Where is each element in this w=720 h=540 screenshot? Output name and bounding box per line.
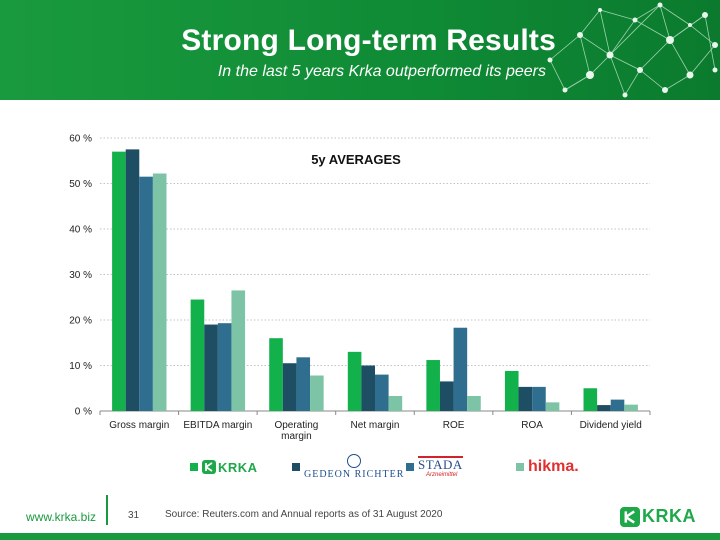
bar-2-1: [282, 363, 297, 411]
bottom-bar: [0, 533, 720, 540]
footer-divider: [106, 495, 108, 525]
slide-subtitle: In the last 5 years Krka outperformed it…: [217, 63, 546, 80]
bar-3-2: [375, 374, 389, 411]
y-tick-label: 30 %: [69, 270, 92, 281]
bar-6-1: [597, 405, 611, 411]
x-tick-label: Operating: [274, 420, 318, 431]
bar-1-2: [217, 323, 232, 411]
krka-logo: KRKA: [202, 460, 258, 475]
x-tick-label: margin: [281, 431, 312, 442]
bar-6-2: [610, 399, 625, 411]
y-tick-label: 60 %: [69, 134, 92, 145]
richter-seal-icon: [347, 454, 362, 468]
legend-swatch: [292, 463, 300, 471]
y-tick-label: 20 %: [69, 316, 92, 327]
x-tick-label: ROA: [521, 420, 543, 431]
x-tick-label: Net margin: [351, 420, 400, 431]
legend-swatch: [516, 463, 524, 471]
legend-item-stada: STADA Arzneimittel: [406, 455, 463, 479]
network-decoration: [547, 2, 718, 98]
legend-item-hikma: hikma.: [516, 455, 579, 479]
bar-1-1: [204, 324, 218, 411]
bar-3-3: [388, 395, 403, 411]
bar-1-0: [190, 299, 205, 411]
bar-chart: 0 % 10 % 20 % 30 % 40 % 50 % 60 % 5y AVERAGES Gr…: [69, 134, 651, 442]
krka-mark-icon: [620, 506, 640, 527]
legend-sublabel: Arzneimittel: [426, 472, 458, 478]
source-note: Source: Reuters.com and Annual reports a…: [165, 509, 443, 520]
bar-4-0: [426, 360, 440, 411]
footer-url[interactable]: www.krka.biz: [26, 510, 97, 524]
gedeon-richter-logo: GEDEON RICHTER: [304, 454, 404, 480]
y-tick-label: 0 %: [75, 407, 92, 418]
slide-title: Strong Long-term Results: [181, 24, 556, 57]
legend-label: GEDEON RICHTER: [304, 469, 405, 480]
bar-4-2: [453, 327, 468, 411]
chart-title: 5y AVERAGES: [311, 152, 401, 167]
footer-krka-logo: KRKA: [620, 506, 696, 527]
header-banner: Strong Long-term Results In the last 5 y…: [0, 0, 720, 100]
y-tick-label: 10 %: [69, 361, 92, 372]
x-tick-label: ROE: [443, 420, 465, 431]
bar-0-3: [152, 173, 167, 411]
legend-label: STADA: [418, 456, 463, 472]
bar-0-2: [139, 176, 153, 411]
legend-swatch: [406, 463, 414, 471]
bar-2-0: [269, 338, 283, 411]
bar-4-3: [467, 395, 481, 411]
bar-0-0: [112, 151, 126, 411]
legend-label: KRKA: [218, 459, 258, 475]
bar-3-1: [361, 365, 375, 411]
legend-swatch: [190, 463, 198, 471]
bar-0-1: [125, 149, 140, 411]
bar-4-1: [439, 381, 454, 411]
x-tick-label: EBITDA margin: [183, 420, 252, 431]
bar-5-0: [504, 370, 519, 411]
legend-label: hikma.: [528, 458, 579, 475]
legend-item-richter: GEDEON RICHTER: [292, 454, 404, 480]
page-number: 31: [128, 510, 140, 521]
bar-5-2: [532, 386, 546, 411]
x-tick-label: Gross margin: [109, 420, 169, 431]
bar-2-3: [310, 375, 324, 411]
krka-mark-icon: [202, 460, 216, 474]
stada-logo: STADA Arzneimittel: [418, 456, 463, 478]
bar-6-0: [583, 388, 598, 411]
bar-5-1: [518, 386, 533, 411]
bar-6-3: [624, 404, 638, 411]
y-tick-label: 50 %: [69, 179, 92, 190]
chart-legend: KRKA GEDEON RICHTER STADA Arzneimittel h…: [0, 454, 720, 480]
bar-3-0: [347, 351, 362, 411]
bar-2-2: [296, 357, 311, 411]
footer-logo-text: KRKA: [642, 506, 696, 526]
legend-item-krka: KRKA: [190, 455, 258, 479]
x-tick-label: Dividend yield: [580, 420, 642, 431]
bar-5-3: [545, 402, 560, 411]
y-tick-label: 40 %: [69, 225, 92, 236]
bar-1-3: [231, 290, 246, 411]
